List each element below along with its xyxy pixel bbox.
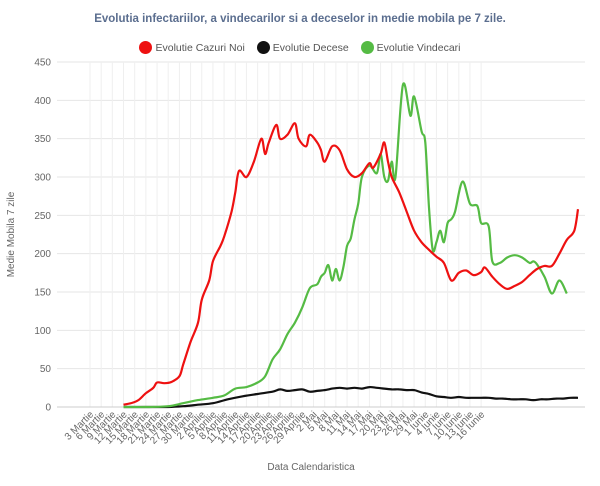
- chart-title: Evolutia infectariilor, a vindecarilor s…: [94, 13, 506, 25]
- legend-label: Evolutie Cazuri Noi: [155, 41, 245, 54]
- y-tick-label: 300: [34, 173, 51, 184]
- legend-label: Evolutie Vindecari: [376, 41, 461, 54]
- y-tick-label: 400: [34, 96, 51, 107]
- legend-item-decese[interactable]: Evolutie Decese: [256, 41, 349, 54]
- chart-legend: Evolutie Cazuri Noi Evolutie Decese Evol…: [0, 41, 600, 54]
- legend-item-vindecari[interactable]: Evolutie Vindecari: [360, 41, 461, 54]
- y-tick-label: 0: [45, 403, 51, 414]
- y-tick-label: 350: [34, 134, 51, 145]
- y-tick-label: 150: [34, 288, 51, 299]
- y-axis: 0 50 100 150 200 250 300 350 400 450: [34, 58, 51, 414]
- y-tick-label: 100: [34, 326, 51, 337]
- gridlines: [57, 61, 585, 408]
- x-axis-title: Data Calendaristica: [267, 462, 355, 473]
- y-tick-label: 250: [34, 211, 51, 222]
- y-tick-label: 200: [34, 249, 51, 260]
- legend-item-cazuri[interactable]: Evolutie Cazuri Noi: [139, 41, 245, 54]
- legend-label: Evolutie Decese: [272, 41, 349, 54]
- y-axis-title: Medie Mobila 7 zile: [6, 191, 17, 277]
- legend-swatch-green: [360, 41, 374, 54]
- legend-swatch-red: [139, 41, 153, 54]
- y-tick-label: 450: [34, 58, 51, 69]
- series-line-evolutie-cazuri-noi[interactable]: [123, 122, 580, 406]
- series-lines: [123, 82, 580, 409]
- series-line-evolutie-decese[interactable]: [123, 385, 579, 409]
- legend-swatch-black: [256, 41, 270, 54]
- y-tick-label: 50: [40, 364, 52, 375]
- series-line-evolutie-vindecari[interactable]: [123, 82, 568, 409]
